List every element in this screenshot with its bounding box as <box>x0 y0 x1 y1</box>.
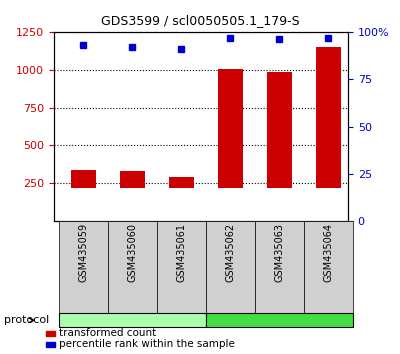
Text: GSM435063: GSM435063 <box>274 223 284 282</box>
Text: Eset depletion: Eset depletion <box>240 315 319 325</box>
Text: transformed count: transformed count <box>59 329 156 338</box>
Bar <box>316 47 341 188</box>
Text: GSM435061: GSM435061 <box>176 223 186 282</box>
Bar <box>218 69 243 188</box>
Text: GSM435059: GSM435059 <box>78 223 88 282</box>
Bar <box>120 171 145 188</box>
Text: GSM435062: GSM435062 <box>226 223 236 282</box>
Text: GSM435064: GSM435064 <box>323 223 333 282</box>
Bar <box>169 177 194 188</box>
Text: protocol: protocol <box>4 315 49 325</box>
Text: GDS3599 / scl0050505.1_179-S: GDS3599 / scl0050505.1_179-S <box>101 14 299 27</box>
Text: GSM435060: GSM435060 <box>127 223 138 282</box>
Bar <box>71 170 96 188</box>
Text: control: control <box>113 315 152 325</box>
Bar <box>267 72 292 188</box>
Text: percentile rank within the sample: percentile rank within the sample <box>59 339 235 349</box>
